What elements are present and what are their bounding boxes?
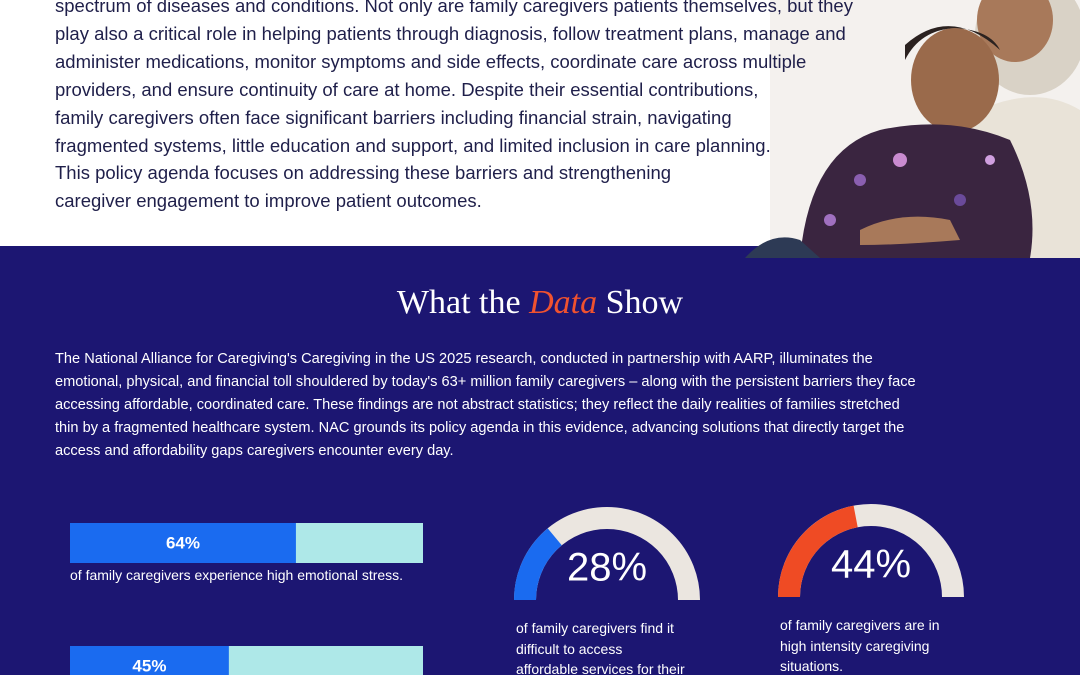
bar [70,646,229,675]
bar [70,523,296,563]
title-emphasis: Data [529,284,598,321]
navy-section [0,246,1080,675]
paragraph-line: access and affordability gaps caregivers… [55,443,454,459]
intro-line: fragmented systems, little education and… [55,134,771,156]
paragraph-line: The National Alliance for Caregiving's C… [55,351,873,367]
bar-label: 45% [132,656,166,675]
paragraph-line: emotional, physical, and financial toll … [55,374,916,390]
section-title: What the Data Show [0,284,1080,322]
bar-caption: of family caregivers experience high emo… [70,567,404,583]
photo [745,0,1080,258]
intro-line: This policy agenda focuses on addressing… [55,162,672,184]
gauge-caption: affordable services for their [516,661,685,675]
gauge-caption: of family caregivers find it [516,620,674,636]
gauge-fill [514,528,563,601]
title-text: Show [597,284,684,321]
intro-line: play also a critical role in helping pat… [55,22,846,44]
gauge-caption: difficult to access [516,640,623,657]
intro-line: administer medications, monitor symptoms… [55,50,807,72]
gauge-caption: of family caregivers are in [780,617,940,633]
gauge-caption: high intensity caregiving [780,637,930,654]
title-text: What the [396,284,530,321]
paragraph-line: thin by a fragmented healthcare system. … [55,420,905,436]
gauge-caption: situations. [780,658,844,674]
paragraph-line: accessing affordable, coordinated care. … [55,397,900,413]
intro-line: caregiver engagement to improve patient … [55,190,482,212]
intro-line: providers, and ensure continuity of care… [55,78,759,100]
intro-line: spectrum of diseases and conditions. Not… [55,0,853,16]
gauge-label: 28% [567,546,647,590]
bar-label: 64% [166,533,200,552]
gauge-label: 44% [831,543,911,587]
gauge-fill [778,505,859,598]
intro-line: family caregivers often face significant… [55,106,732,128]
